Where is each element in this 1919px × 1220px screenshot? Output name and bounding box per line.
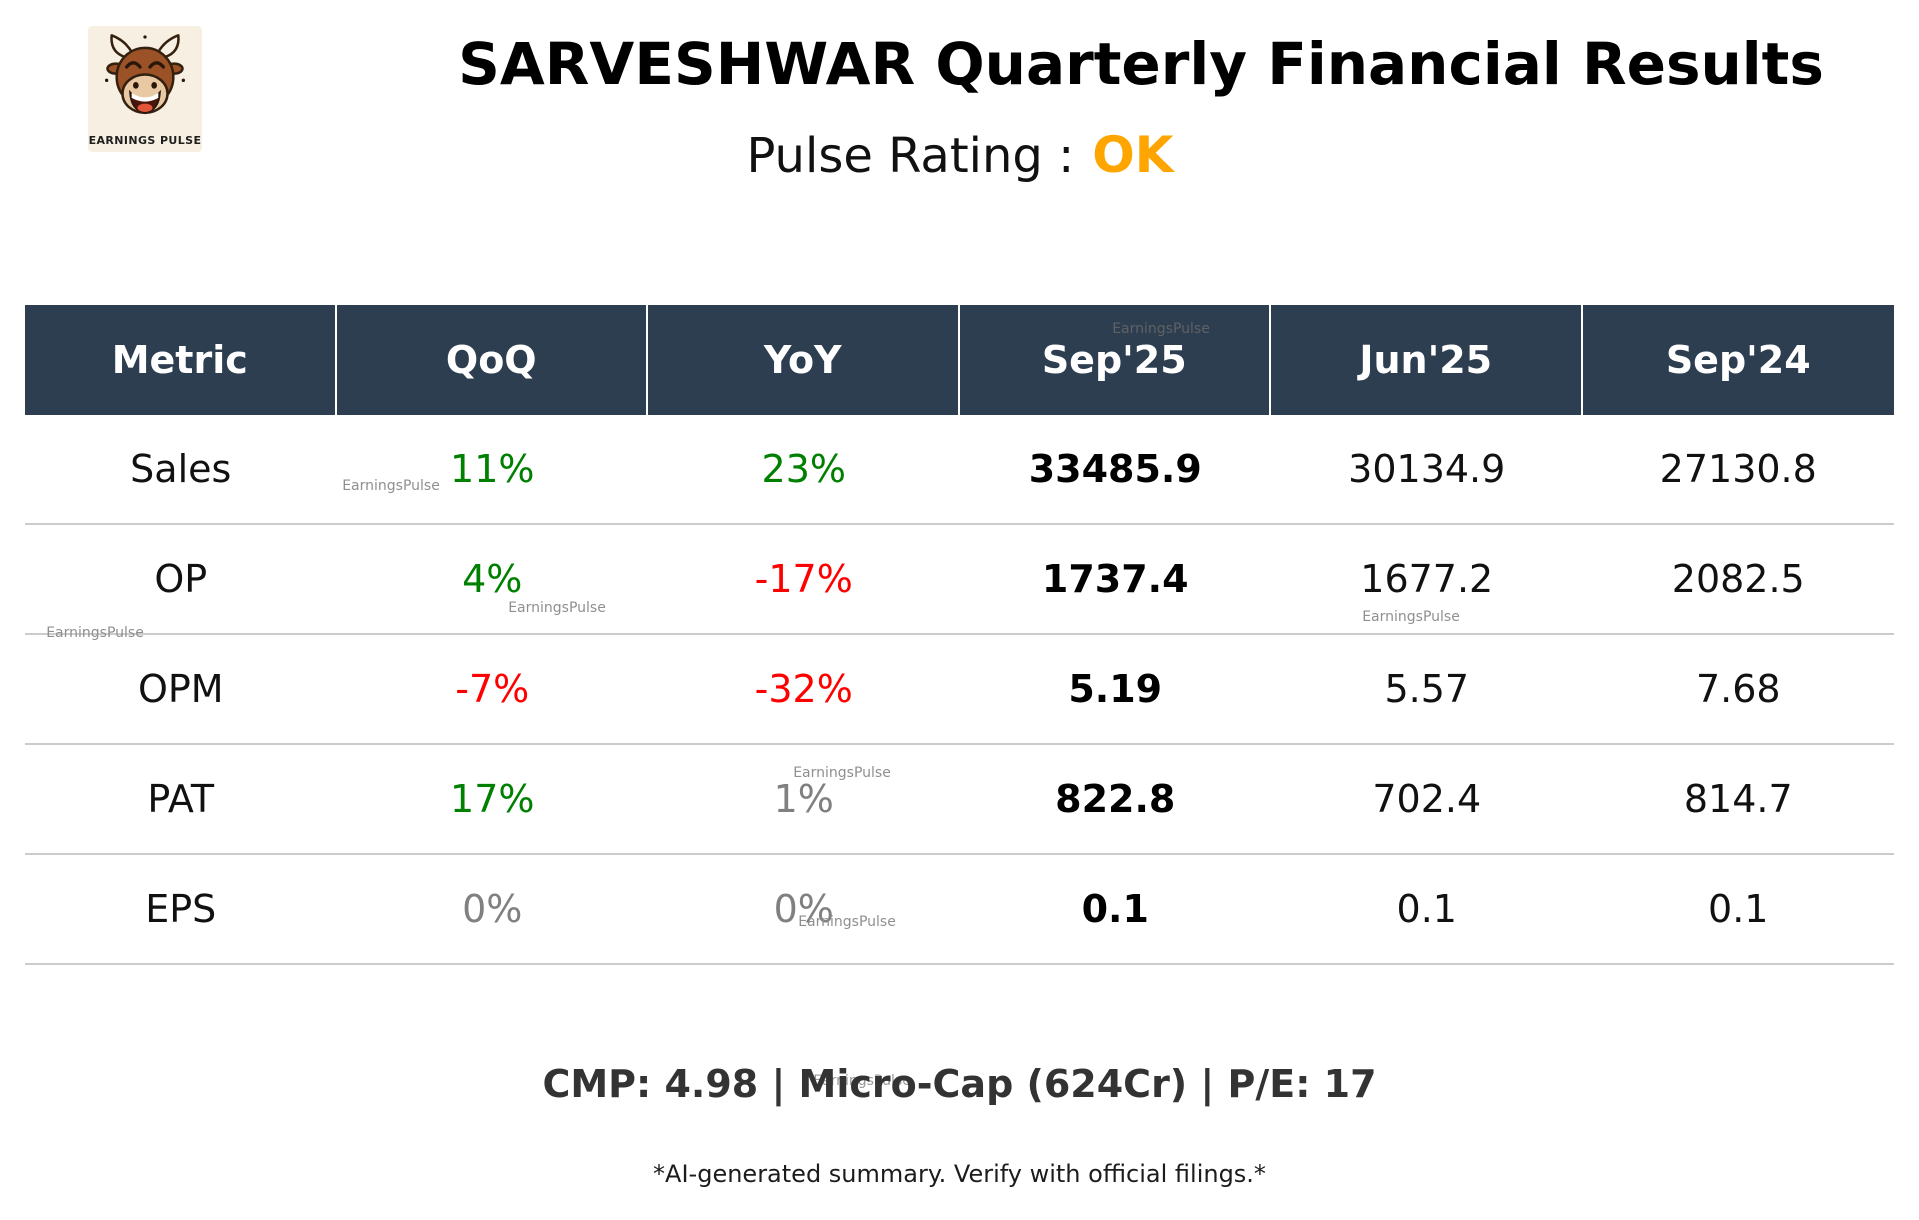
cell-qoq: 4%	[336, 525, 648, 635]
watermark: EarningsPulse	[1362, 609, 1460, 625]
cell-sep24: 27130.8	[1582, 415, 1894, 525]
cell-sep24: 2082.5	[1582, 525, 1894, 635]
watermark: EarningsPulse	[1112, 321, 1210, 337]
page-title: SARVESHWAR Quarterly Financial Results	[458, 30, 1824, 98]
cell-sep25: 33485.9	[959, 415, 1271, 525]
pulse-rating-label: Pulse Rating :	[746, 128, 1075, 184]
cell-qoq: 0%	[336, 855, 648, 965]
cell-jun25: 1677.2	[1271, 525, 1583, 635]
column-header-sep24: Sep'24	[1582, 305, 1894, 415]
watermark: EarningsPulse	[342, 478, 440, 494]
cell-metric: OP	[25, 525, 337, 635]
bull-logo-icon	[105, 34, 185, 115]
watermark: EarningsPulse	[798, 914, 896, 930]
cell-sep25: 1737.4	[959, 525, 1271, 635]
cell-qoq: 17%	[336, 745, 648, 855]
cell-qoq: 11%	[336, 415, 648, 525]
cell-metric: Sales	[25, 415, 337, 525]
cell-yoy: 0%	[648, 855, 960, 965]
cell-yoy: -32%	[648, 635, 960, 745]
cell-metric: EPS	[25, 855, 337, 965]
valuation-summary: CMP: 4.98 | Micro-Cap (624Cr) | P/E: 17	[542, 1062, 1377, 1106]
cell-sep25: 822.8	[959, 745, 1271, 855]
results-table: Metric QoQ YoY Sep'25 Jun'25 Sep'24 Sale…	[25, 305, 1894, 965]
watermark: EarningsPulse	[793, 765, 891, 781]
cell-sep24: 0.1	[1582, 855, 1894, 965]
watermark: EarningsPulse	[813, 1073, 911, 1089]
column-header-yoy: YoY	[648, 305, 960, 415]
brand-logo: EARNINGS PULSE	[88, 26, 202, 152]
column-header-metric: Metric	[25, 305, 337, 415]
watermark: EarningsPulse	[46, 625, 144, 641]
cell-sep25: 5.19	[959, 635, 1271, 745]
cell-yoy: -17%	[648, 525, 960, 635]
column-header-sep25: Sep'25	[959, 305, 1271, 415]
cell-jun25: 5.57	[1271, 635, 1583, 745]
watermark: EarningsPulse	[508, 600, 606, 616]
pulse-rating-value: OK	[1092, 126, 1174, 184]
cell-yoy: 1%	[648, 745, 960, 855]
disclaimer: *AI-generated summary. Verify with offic…	[653, 1160, 1266, 1188]
column-header-jun25: Jun'25	[1271, 305, 1583, 415]
cell-yoy: 23%	[648, 415, 960, 525]
cell-sep24: 814.7	[1582, 745, 1894, 855]
cell-sep25: 0.1	[959, 855, 1271, 965]
cell-metric: OPM	[25, 635, 337, 745]
cell-sep24: 7.68	[1582, 635, 1894, 745]
pulse-rating: Pulse Rating : OK	[746, 126, 1173, 184]
cell-qoq: -7%	[336, 635, 648, 745]
cell-jun25: 702.4	[1271, 745, 1583, 855]
cell-metric: PAT	[25, 745, 337, 855]
cell-jun25: 0.1	[1271, 855, 1583, 965]
cell-jun25: 30134.9	[1271, 415, 1583, 525]
column-header-qoq: QoQ	[336, 305, 648, 415]
logo-caption: EARNINGS PULSE	[88, 134, 202, 147]
